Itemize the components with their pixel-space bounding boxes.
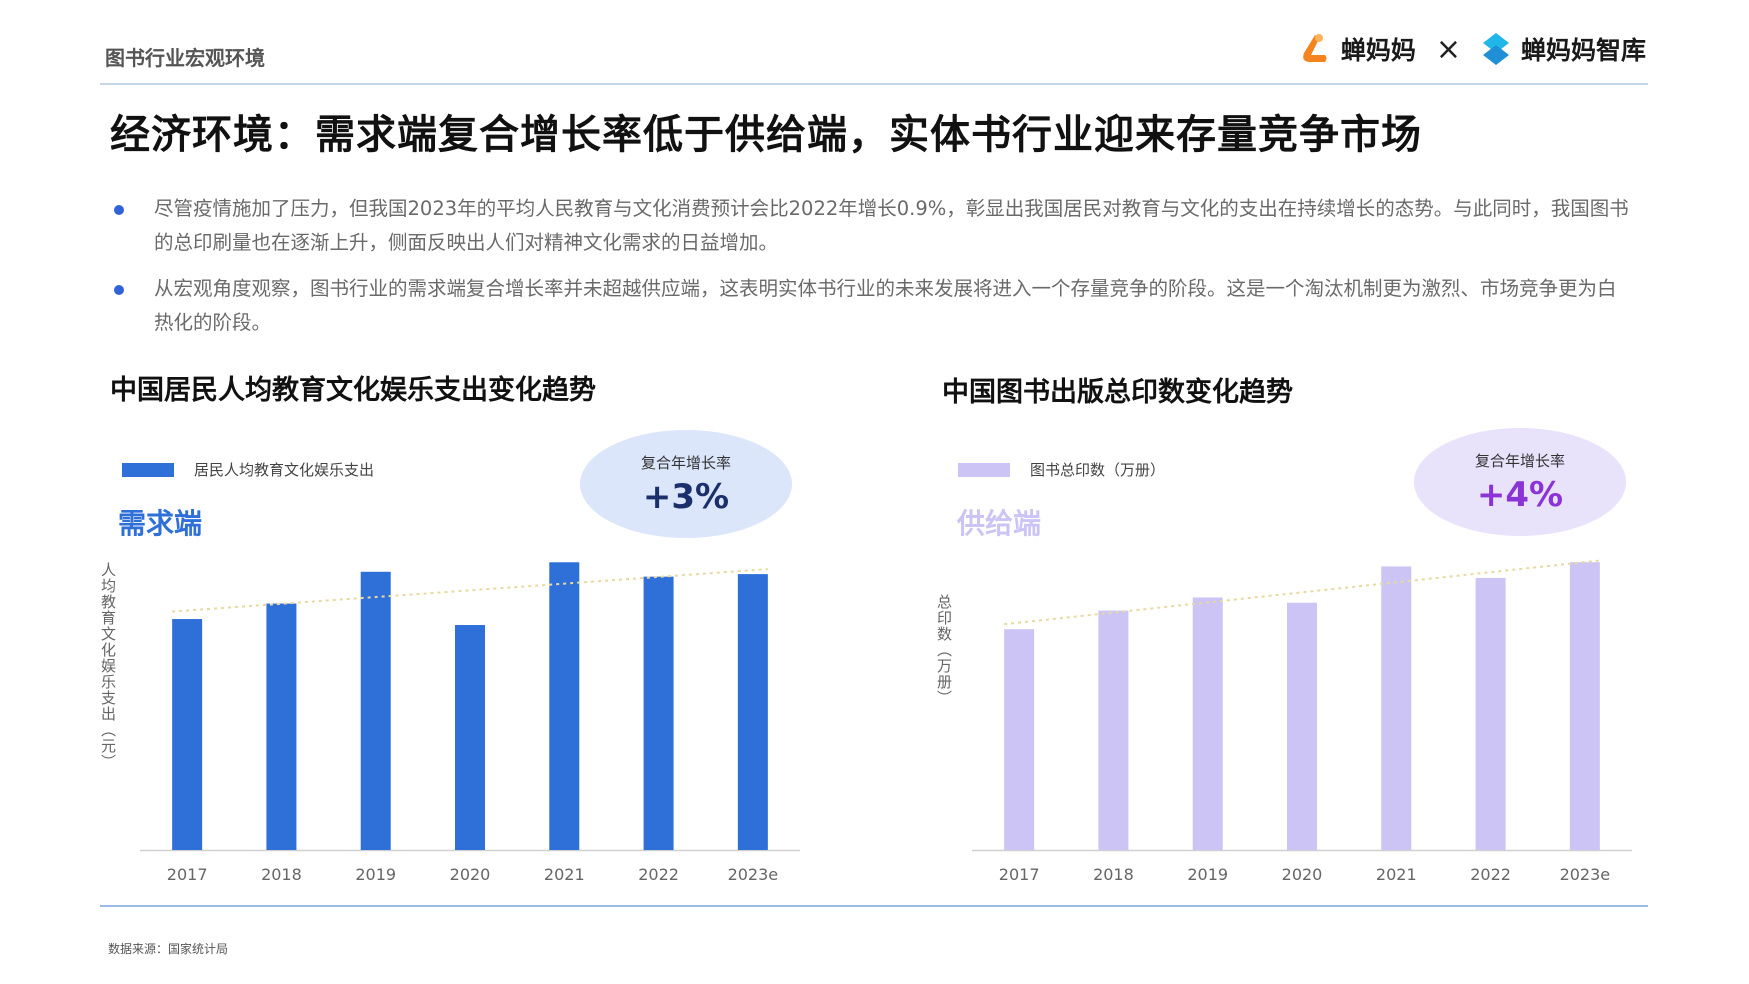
left-x-tick-label: 2020: [450, 865, 491, 884]
left-cagr-label: 复合年增长率: [640, 453, 731, 472]
bullet-item: 从宏观角度观察，图书行业的需求端复合增长率并未超越供应端，这表明实体书行业的未来…: [110, 272, 1630, 340]
right-cagr-value: +4%: [1476, 474, 1564, 515]
left-bar: [549, 562, 580, 850]
footer-divider: [100, 905, 1648, 907]
bullet-item: 尽管疫情施加了压力，但我国2023年的平均人民教育与文化消费预计会比2022年增…: [110, 192, 1630, 260]
right-cagr-bubble: 复合年增长率 +4%: [1414, 428, 1626, 536]
right-bar: [1004, 629, 1035, 850]
bullet-dot-icon: [114, 205, 124, 215]
left-bar: [172, 619, 203, 850]
bullet-list: 尽管疫情施加了压力，但我国2023年的平均人民教育与文化消费预计会比2022年增…: [110, 192, 1630, 352]
right-bar: [1287, 602, 1317, 850]
left-legend-label: 居民人均教育文化娱乐支出: [194, 461, 375, 479]
right-side-label: 供给端: [957, 507, 1042, 540]
header-divider: [100, 83, 1648, 85]
right-bar: [1098, 610, 1129, 850]
right-trendline: [1004, 559, 1600, 626]
zhiku-logo-icon: [1482, 33, 1509, 65]
right-cagr-label: 复合年增长率: [1474, 451, 1565, 470]
left-trendline: [172, 568, 768, 613]
left-cagr-bubble: 复合年增长率 +3%: [580, 430, 792, 538]
page-headline: 经济环境：需求端复合增长率低于供给端，实体书行业迎来存量竞争市场: [110, 112, 1422, 158]
right-bar: [1381, 566, 1412, 850]
left-legend-swatch: [122, 462, 174, 477]
right-x-tick-label: 2022: [1470, 865, 1511, 884]
left-bar: [643, 576, 674, 850]
chanmama-logo-icon: [1303, 34, 1327, 62]
brand-separator: ×: [1435, 31, 1461, 67]
right-y-axis-label: 总印数（万册）: [935, 594, 953, 706]
left-y-axis-label: 人均教育文化娱乐支出（元）: [99, 562, 117, 770]
right-bar-chart: 2017 2018 2019 2020 2021 2022 2023e: [972, 559, 1632, 884]
right-x-tick-label: 2020: [1282, 865, 1323, 884]
right-x-tick-label: 2017: [999, 865, 1040, 884]
right-bar: [1192, 597, 1223, 850]
right-chart-title: 中国图书出版总印数变化趋势: [942, 377, 1293, 408]
left-x-tick-label: 2022: [638, 865, 679, 884]
left-x-tick-label: 2018: [261, 865, 302, 884]
brand-right-name: 蝉妈妈智库: [1520, 36, 1646, 65]
bullet-text: 尽管疫情施加了压力，但我国2023年的平均人民教育与文化消费预计会比2022年增…: [154, 197, 1629, 254]
left-bar-chart: 2017 2018 2019 2020 2021 2022 2023e: [140, 562, 800, 884]
right-legend-swatch: [958, 462, 1010, 477]
right-bar: [1475, 577, 1506, 850]
right-bar: [1569, 562, 1600, 850]
left-bar: [360, 571, 391, 850]
right-x-tick-label: 2023e: [1560, 865, 1611, 884]
left-chart-title: 中国居民人均教育文化娱乐支出变化趋势: [110, 375, 596, 406]
right-x-tick-label: 2021: [1376, 865, 1417, 884]
right-legend-label: 图书总印数（万册）: [1030, 461, 1166, 479]
left-bar: [737, 574, 768, 850]
left-bar: [266, 603, 297, 850]
left-x-tick-label: 2019: [355, 865, 396, 884]
bullet-dot-icon: [114, 285, 124, 295]
bullet-text: 从宏观角度观察，图书行业的需求端复合增长率并未超越供应端，这表明实体书行业的未来…: [154, 277, 1617, 334]
left-cagr-value: +3%: [642, 476, 730, 517]
right-x-tick-label: 2019: [1187, 865, 1228, 884]
section-label: 图书行业宏观环境: [105, 46, 265, 70]
brand-left-name: 蝉妈妈: [1340, 36, 1416, 65]
right-x-tick-label: 2018: [1093, 865, 1134, 884]
left-side-label: 需求端: [118, 507, 203, 540]
left-legend: 居民人均教育文化娱乐支出: [122, 459, 374, 480]
data-source-note: 数据来源：国家统计局: [108, 942, 229, 956]
left-x-tick-label: 2021: [544, 865, 585, 884]
left-bar: [455, 625, 485, 850]
left-x-tick-label: 2023e: [728, 865, 779, 884]
right-legend: 图书总印数（万册）: [958, 459, 1165, 480]
brand-lockup: 蝉妈妈 × 蝉妈妈智库: [1295, 28, 1646, 70]
left-x-tick-label: 2017: [167, 865, 208, 884]
